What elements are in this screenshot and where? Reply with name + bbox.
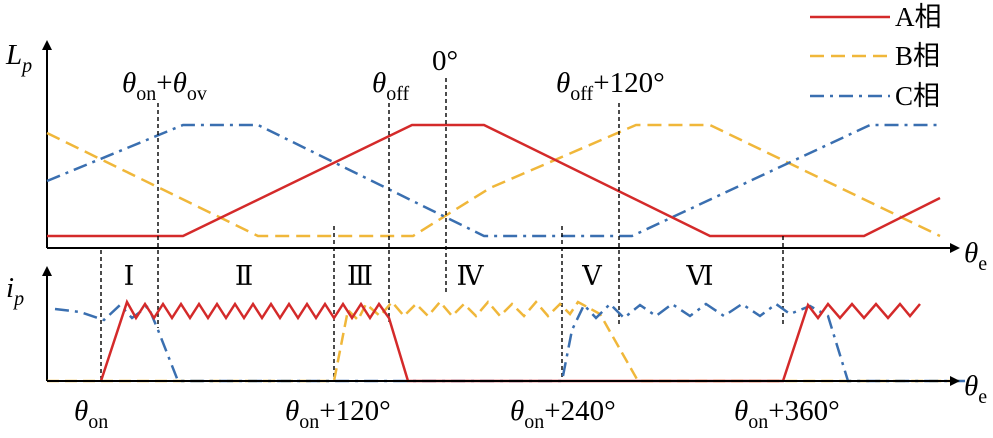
upper-y-axis-label: Lp <box>5 39 32 77</box>
interval-label-1: Ⅰ <box>124 261 135 291</box>
lower-x-axis-label: θe <box>964 370 987 408</box>
interval-label-3: Ⅲ <box>347 261 373 291</box>
phase-c-inductance-curve <box>46 123 940 238</box>
guide-lines <box>100 78 784 382</box>
theta-on-label: θon <box>74 395 108 433</box>
legend: A相 B相 C相 <box>810 2 942 111</box>
interval-label-4: Ⅳ <box>457 261 485 291</box>
legend-label-phase-b: B相 <box>895 41 940 71</box>
phase-b-current-waveform <box>47 300 965 383</box>
interval-label-2: Ⅱ <box>235 261 253 291</box>
theta-off-plus-120-label: θoff+120° <box>556 67 665 105</box>
interval-label-6: Ⅵ <box>685 261 713 291</box>
legend-label-phase-c: C相 <box>895 81 940 111</box>
theta-on-plus-360-label: θon+360° <box>734 395 840 433</box>
theta-on-plus-120-label: θon+120° <box>285 395 391 433</box>
phase-b-inductance-curve <box>46 123 941 238</box>
lower-y-axis-label: ip <box>6 272 24 310</box>
phase-a-current-waveform <box>99 298 921 383</box>
interval-label-5: Ⅴ <box>581 261 602 291</box>
phase-a-inductance-curve <box>47 123 941 238</box>
zero-degree-label: 0° <box>432 45 458 77</box>
legend-label-phase-a: A相 <box>895 2 942 32</box>
upper-x-axis-label: θe <box>964 237 987 275</box>
theta-on-plus-theta-ov-label: θon+θov <box>122 67 207 105</box>
theta-on-plus-240-label: θon+240° <box>510 395 616 433</box>
theta-off-label: θoff <box>372 67 410 105</box>
interval-labels: Ⅰ Ⅱ Ⅲ Ⅳ Ⅴ Ⅵ <box>124 261 714 291</box>
